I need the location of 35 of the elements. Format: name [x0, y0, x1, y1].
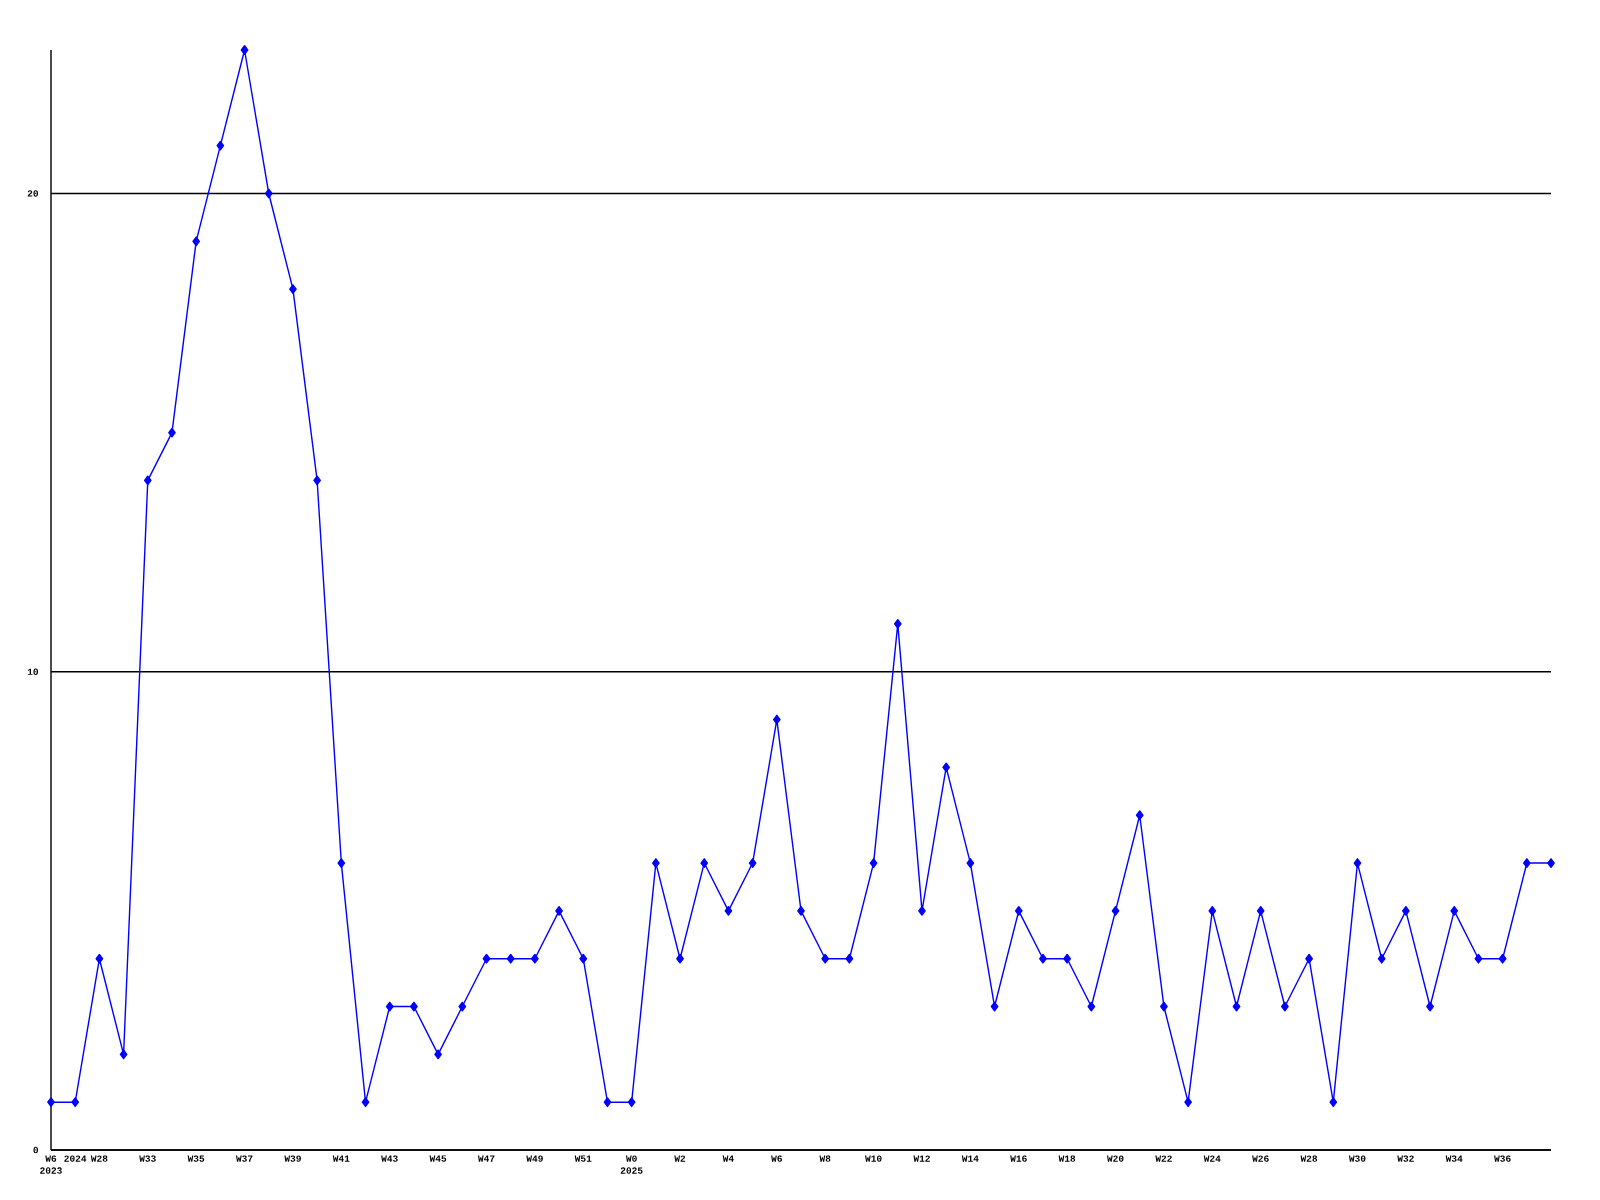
x-tick-label: 2024 [64, 1155, 87, 1162]
x-tick-label: W22 [1155, 1155, 1172, 1162]
y-tick-label: 0 [33, 1146, 39, 1154]
x-tick-label: W6 [771, 1155, 782, 1162]
y-tick-label: 10 [27, 668, 39, 675]
x-tick-label: W39 [284, 1155, 301, 1162]
x-tick-label: W28 [90, 1155, 108, 1162]
x-tick-label: W32 [1397, 1155, 1414, 1162]
x-tick-label: W36 [1494, 1155, 1511, 1162]
x-tick-label: W4 [722, 1155, 734, 1162]
x-tick-label: W12 [913, 1155, 930, 1162]
x-tick-label: W30 [1348, 1155, 1366, 1162]
x-tick-label: W41 [332, 1155, 350, 1162]
x-tick-label: W0 2025 [620, 1155, 643, 1174]
x-tick-label: W37 [236, 1155, 253, 1162]
x-tick-label: W24 [1203, 1155, 1221, 1162]
x-tick-label: W28 [1300, 1155, 1318, 1162]
x-tick-label: W34 [1445, 1155, 1463, 1162]
y-tick-label: 20 [27, 190, 39, 197]
x-tick-label: W47 [477, 1155, 495, 1162]
x-tick-label: W10 [865, 1155, 882, 1162]
x-tick-label: W20 [1106, 1155, 1124, 1162]
x-tick-label: W16 [1010, 1155, 1027, 1162]
x-tick-label: W51 [574, 1155, 592, 1162]
x-tick-label: W45 [429, 1155, 447, 1162]
x-tick-label: W2 [674, 1155, 686, 1162]
x-tick-label: W35 [187, 1155, 205, 1162]
x-tick-label: W26 [1252, 1155, 1269, 1162]
x-tick-label: W49 [526, 1155, 543, 1162]
x-tick-label: W6 2023 [40, 1155, 62, 1174]
x-tick-label: W18 [1058, 1155, 1076, 1162]
x-tick-label: W33 [139, 1155, 156, 1162]
x-tick-label: W14 [961, 1155, 979, 1162]
x-tick-label: W43 [381, 1155, 398, 1162]
x-tick-label: W8 [819, 1155, 831, 1162]
